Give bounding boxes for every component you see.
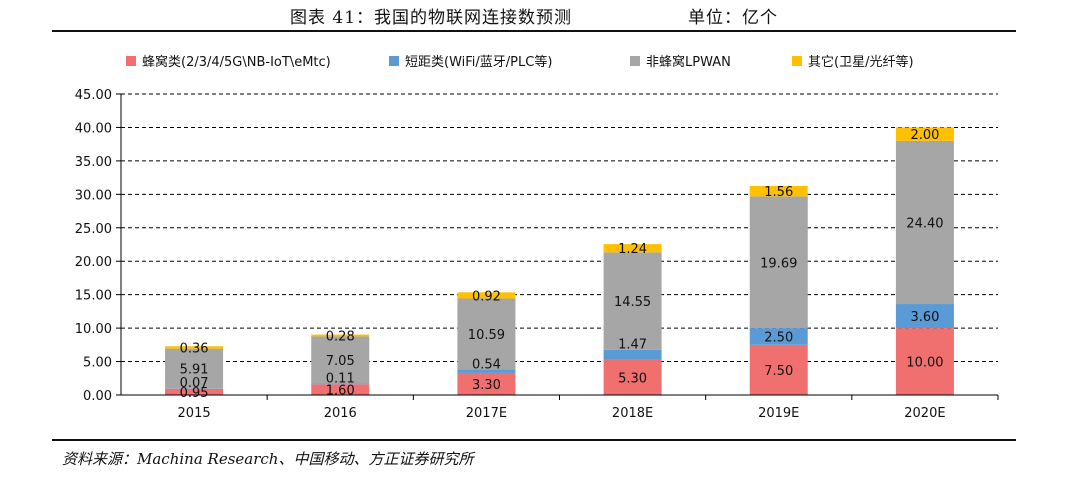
bar-segment [749, 196, 808, 329]
bar-data-label: 5.91 [180, 362, 209, 377]
legend-label: 蜂窝类(2/3/4/5G\NB-IoT\eMtc) [142, 54, 331, 70]
y-tick-label: 0.00 [83, 389, 112, 404]
x-tick-label: 2016 [324, 406, 357, 421]
legend-swatch [630, 56, 640, 66]
chart-legend: 蜂窝类(2/3/4/5G\NB-IoT\eMtc) 短距类(WiFi/蓝牙/PLC… [126, 54, 914, 70]
bar-segment [603, 252, 662, 350]
bar-segment [603, 244, 662, 253]
x-tick-label: 2019E [758, 406, 799, 421]
bar-segment [895, 328, 954, 395]
bar-data-label: 0.28 [326, 329, 355, 344]
bar-data-label: 0.07 [180, 376, 209, 391]
bar-data-label: 10.59 [468, 328, 505, 343]
chart-gridlines [121, 93, 998, 363]
bar-data-label: 5.30 [618, 371, 647, 386]
bar-segment [311, 383, 370, 385]
bar-segment [165, 348, 224, 389]
y-tick-label: 20.00 [75, 255, 112, 270]
bottom-divider [52, 439, 1016, 441]
bar-data-label: 14.55 [614, 295, 651, 310]
bar-data-label: 7.05 [326, 354, 355, 369]
legend-swatch [126, 56, 136, 66]
bar-segment [311, 384, 370, 395]
bar-segment [457, 369, 516, 373]
bar-segment [749, 344, 808, 395]
source-note: 资料来源：Machina Research、中国移动、方正证券研究所 [62, 450, 474, 468]
bar-data-label: 19.69 [760, 256, 797, 271]
figure-title: 图表 41：我国的物联网连接数预测 [290, 8, 573, 28]
bar-segment [603, 359, 662, 395]
x-tick-label: 2018E [612, 406, 653, 421]
bar-segment [457, 372, 516, 395]
bar-segment [165, 388, 224, 395]
bar-data-label: 0.54 [472, 357, 501, 372]
legend-label: 非蜂窝LPWAN [646, 54, 731, 70]
bar-segment [311, 334, 370, 337]
bar-segment [457, 298, 516, 370]
legend-swatch [389, 56, 399, 66]
bar-data-label: 1.24 [618, 242, 647, 257]
bar-data-label: 2.00 [910, 128, 939, 143]
bar-data-label: 0.95 [180, 386, 209, 401]
legend-swatch [792, 56, 802, 66]
bar-segment [311, 336, 370, 384]
bar-segment [457, 292, 516, 299]
y-tick-label: 15.00 [75, 289, 112, 304]
bar-segment [895, 140, 954, 305]
bar-segment [749, 328, 808, 345]
x-axis: 2015 2016 2017E 2018E 2019E 2020E [121, 394, 999, 421]
x-tick-label: 2017E [466, 406, 507, 421]
bar-segment [895, 304, 954, 329]
y-axis: 0.00 5.00 10.00 15.00 20.00 25.00 30.00 35.00 40… [75, 88, 122, 404]
y-tick-label: 35.00 [75, 155, 112, 170]
bar-data-label: 0.11 [326, 372, 355, 387]
figure-header: 图表 41：我国的物联网连接数预测 单位：亿个 [0, 0, 1077, 30]
bar-data-label: 3.30 [472, 378, 501, 393]
y-tick-label: 45.00 [75, 88, 112, 103]
bar-data-label: 24.40 [906, 216, 943, 231]
bar-segment [749, 185, 808, 197]
bar-segment [165, 346, 224, 349]
top-divider [52, 30, 1016, 32]
legend-label: 短距类(WiFi/蓝牙/PLC等) [405, 54, 552, 70]
legend-label: 其它(卫星/光纤等) [808, 54, 914, 70]
bar-data-label: 0.36 [180, 341, 209, 356]
stacked-bar-chart: 蜂窝类(2/3/4/5G\NB-IoT\eMtc) 短距类(WiFi/蓝牙/PLC… [75, 54, 999, 421]
y-tick-label: 10.00 [75, 322, 112, 337]
bar-segment [603, 349, 662, 360]
bar-data-label: 2.50 [764, 330, 793, 345]
y-tick-label: 40.00 [75, 121, 112, 136]
bar-data-label: 3.60 [910, 310, 939, 325]
y-tick-label: 25.00 [75, 222, 112, 237]
x-tick-label: 2015 [178, 406, 211, 421]
bar-segment [895, 127, 954, 141]
bar-data-label: 0.92 [472, 289, 501, 304]
bar-data-label: 1.56 [764, 185, 793, 200]
y-tick-label: 5.00 [83, 356, 112, 371]
bar-data-label: 1.47 [618, 338, 647, 353]
bar-data-label: 10.00 [906, 356, 943, 371]
figure-unit: 单位：亿个 [688, 8, 778, 28]
y-tick-label: 30.00 [75, 188, 112, 203]
bar-data-label: 7.50 [764, 364, 793, 379]
chart-bars: 0.950.075.910.361.600.117.050.283.300.54… [165, 127, 954, 401]
x-tick-label: 2020E [904, 406, 945, 421]
